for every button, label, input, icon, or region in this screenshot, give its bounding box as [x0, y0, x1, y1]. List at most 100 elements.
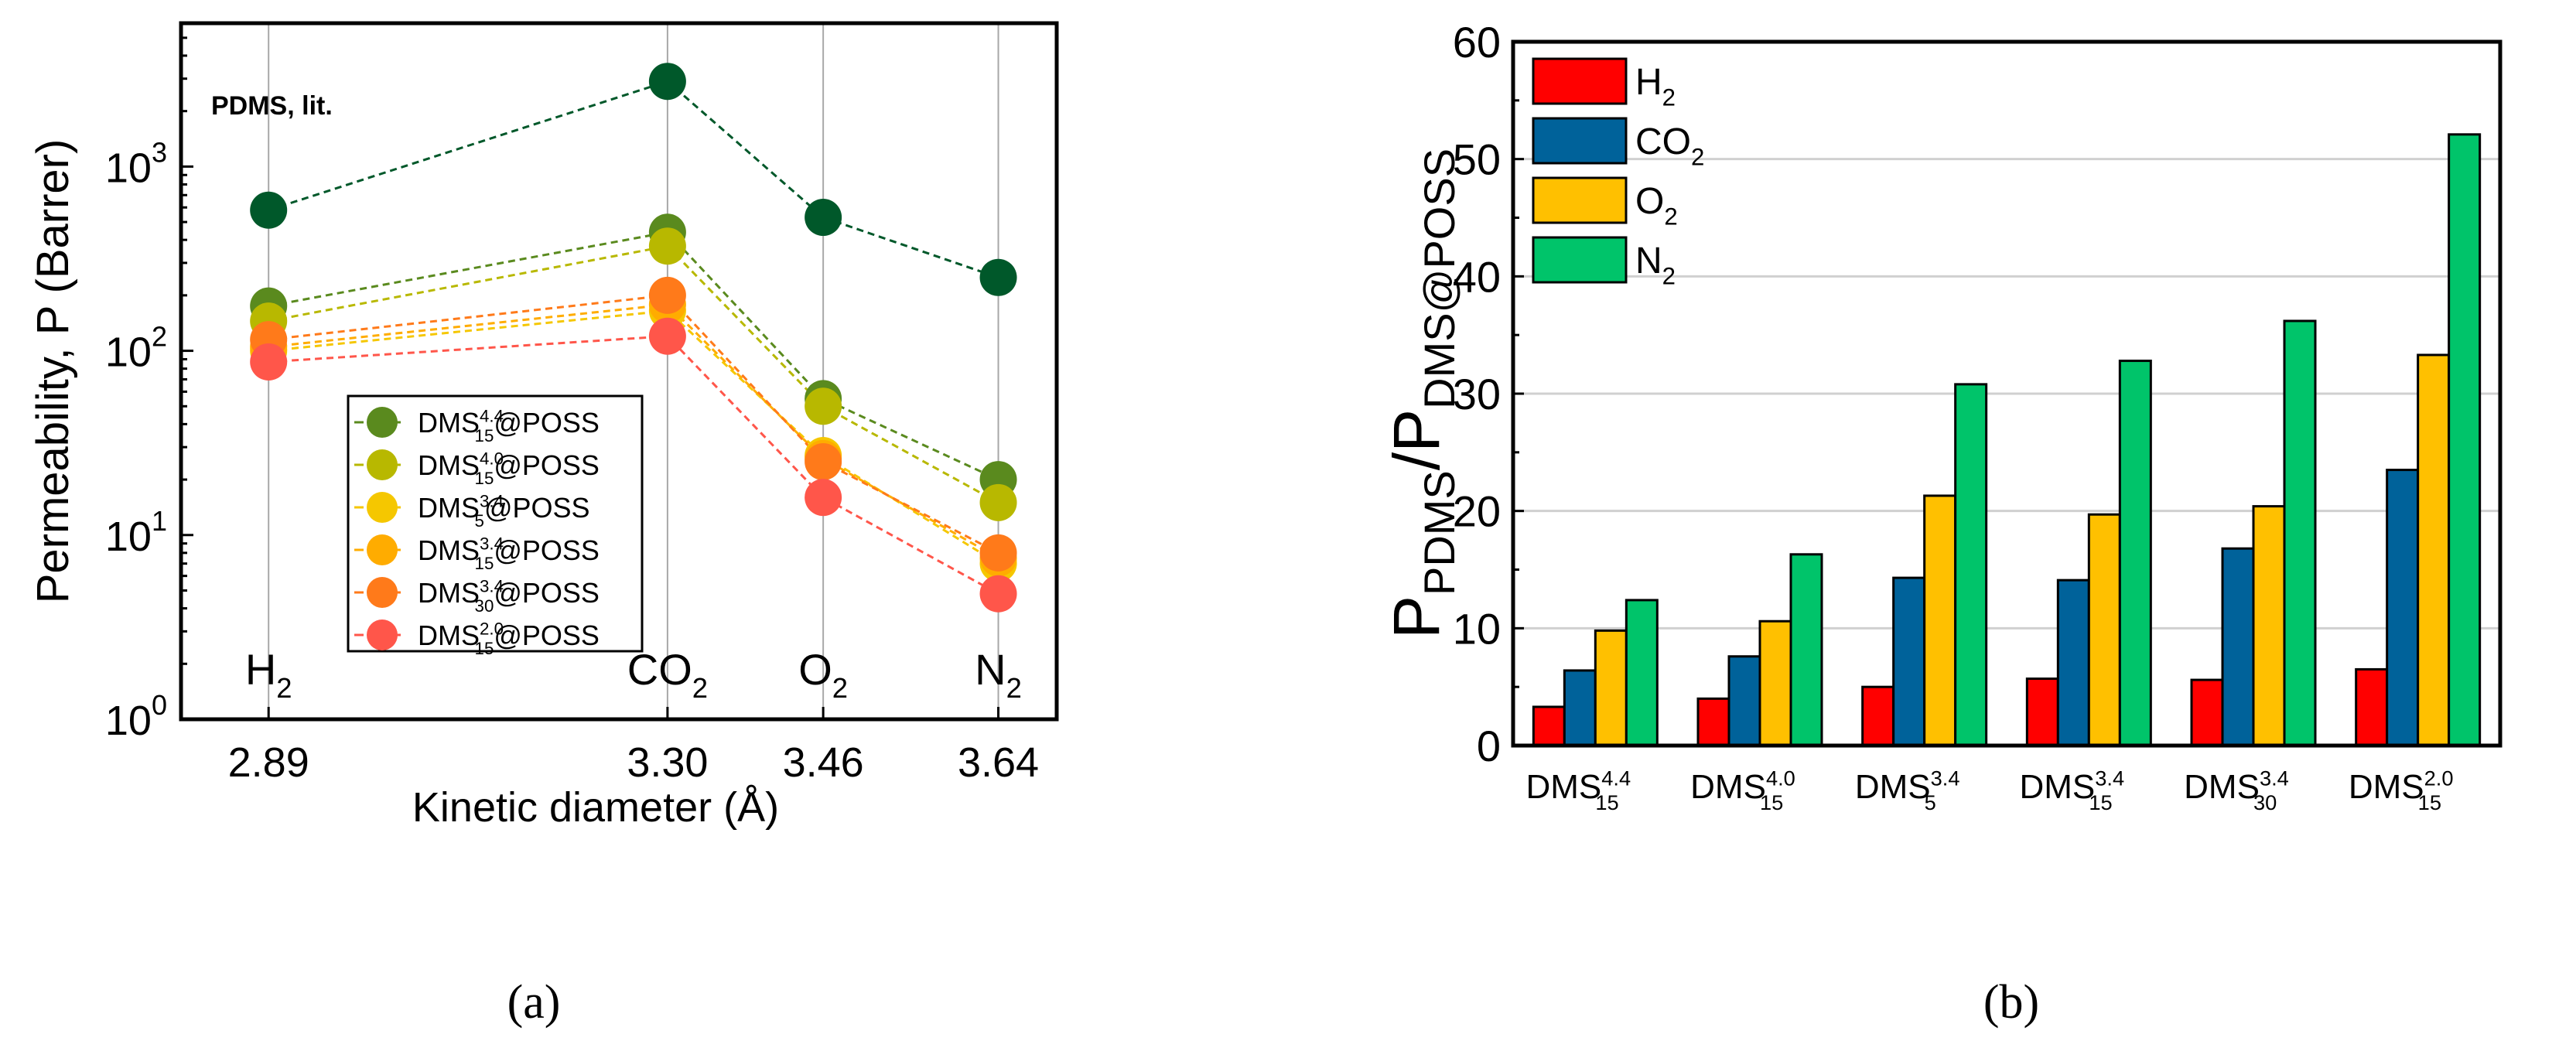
x-tick-label: 3.64	[958, 739, 1039, 786]
legend-item: O2	[1532, 176, 1678, 230]
y-axis-label: PPDMS/PDMS@POSS	[1380, 148, 1464, 639]
legend-label: H2	[1635, 62, 1676, 111]
legend-swatch	[1532, 176, 1628, 224]
series-line	[268, 230, 999, 481]
gas-label: O2	[798, 645, 848, 704]
legend-label: O2	[1635, 181, 1678, 230]
annotation-pdms-lit: PDMS, lit.	[211, 91, 333, 121]
data-point	[648, 63, 686, 101]
gas-label: CO2	[627, 645, 708, 704]
bar	[2056, 579, 2090, 747]
x-tick-label: 3.46	[783, 739, 864, 786]
legend-marker	[367, 619, 398, 650]
bar	[1923, 494, 1957, 747]
x-tick-label: DMS4.0 15	[1690, 766, 1795, 814]
data-point	[979, 258, 1017, 296]
legend-label: CO2	[1635, 121, 1704, 170]
x-tick-label: DMS3.4 30	[2184, 766, 2289, 814]
legend-item: DMS3.4 5@POSS	[354, 491, 590, 531]
legend-item: CO2	[1532, 117, 1704, 170]
plot-frame	[1511, 39, 2503, 748]
bar	[2087, 513, 2121, 747]
bar	[1861, 685, 1895, 747]
bar	[1532, 705, 1566, 747]
legend-marker	[367, 407, 398, 438]
legend-label: DMS4.4 15@POSS	[418, 406, 600, 445]
y-tick-label: 0	[1477, 722, 1501, 770]
legend: H2 CO2 O2 N2	[1532, 57, 1704, 289]
y-tick-label: 40	[1453, 252, 1501, 301]
legend-label: DMS4.0 15@POSS	[418, 449, 600, 488]
data-point	[648, 317, 686, 355]
data-point	[805, 479, 842, 517]
x-axis-label: Kinetic diameter (Å)	[412, 784, 779, 831]
x-tick-label: DMS3.4 5	[1855, 766, 1960, 814]
data-point	[648, 227, 686, 265]
legend-item: N2	[1532, 236, 1676, 289]
legend-item: DMS2.0 15@POSS	[354, 619, 600, 658]
bar	[2355, 667, 2389, 747]
x-tick-label: 3.30	[627, 739, 708, 786]
y-tick-label: 103	[105, 136, 167, 191]
bar	[2025, 678, 2059, 747]
bar	[1594, 629, 1628, 747]
bar	[1625, 599, 1659, 747]
legend-item: DMS3.4 30@POSS	[354, 576, 600, 616]
data-point	[250, 343, 288, 381]
y-tick-label: 102	[105, 321, 167, 376]
bar	[1563, 669, 1597, 747]
bar	[2118, 360, 2152, 747]
series-line	[268, 303, 999, 559]
y-tick-label: 50	[1453, 135, 1501, 184]
bar	[2221, 547, 2255, 747]
data-point	[648, 276, 686, 314]
data-point	[805, 442, 842, 480]
gas-label: N2	[975, 645, 1022, 704]
bar	[2190, 678, 2224, 747]
bar	[1789, 553, 1823, 747]
data-point	[805, 199, 842, 237]
panel-a-permeability-chart: 100 101 102 103 2.89 H2 3.30 CO2 3.46 O2 3.64 N2 PDM…	[28, 21, 1059, 831]
data-point	[979, 534, 1017, 572]
legend-marker	[367, 449, 398, 480]
legend-label: N2	[1635, 241, 1676, 289]
series-line	[268, 244, 999, 504]
bar	[1954, 383, 1988, 747]
legend-item: DMS4.0 15@POSS	[354, 449, 600, 488]
legend-marker	[367, 492, 398, 523]
x-tick-label: DMS2.0 15	[2349, 766, 2454, 814]
bar	[2417, 353, 2451, 747]
data-point	[979, 575, 1017, 613]
gas-label: H2	[245, 645, 292, 704]
legend-item: DMS4.4 15@POSS	[354, 406, 600, 445]
bar	[2386, 469, 2420, 747]
bar	[2448, 133, 2482, 747]
panel-b-ratio-bar-chart: 0 10 20 30 40 50 60 DMS4.4 15 DMS4.0 15 DMS3.4 5 DMS3…	[1380, 18, 2503, 814]
legend-swatch	[1532, 236, 1628, 284]
bar	[2283, 319, 2317, 747]
x-tick-label: DMS3.4 15	[2019, 766, 2124, 814]
legend-label: DMS2.0 15@POSS	[418, 619, 600, 658]
y-tick-label: 10	[1453, 604, 1501, 653]
bar	[1892, 576, 1926, 747]
legend-marker	[367, 534, 398, 565]
x-tick-label: DMS4.4 15	[1525, 766, 1631, 814]
y-tick-label: 20	[1453, 487, 1501, 536]
legend-item: H2	[1532, 57, 1676, 111]
legend-label: DMS3.4 5@POSS	[418, 491, 590, 531]
panel-label-a: (a)	[507, 976, 561, 1029]
data-point	[805, 387, 842, 425]
series-line	[268, 335, 999, 596]
y-tick-label: 30	[1453, 370, 1501, 418]
legend-label: DMS3.4 15@POSS	[418, 534, 600, 573]
legend-label: DMS3.4 30@POSS	[418, 576, 600, 616]
legend-marker	[367, 577, 398, 608]
data-point	[979, 483, 1017, 521]
panel-label-b: (b)	[1983, 976, 2039, 1029]
bar	[1696, 697, 1730, 747]
bar	[1727, 655, 1761, 747]
legend-swatch	[1532, 57, 1628, 105]
bar	[2252, 505, 2286, 747]
